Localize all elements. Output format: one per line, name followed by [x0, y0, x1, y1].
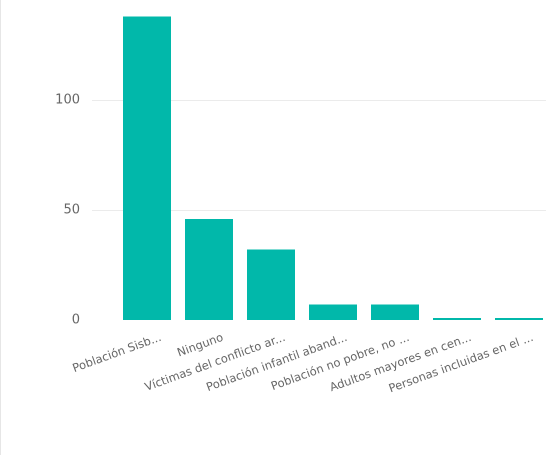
bar[interactable] — [123, 16, 171, 321]
bar[interactable] — [309, 304, 357, 320]
bar[interactable] — [495, 317, 543, 320]
bar[interactable] — [247, 249, 295, 320]
x-tick-label: Población Sisb... — [71, 330, 164, 375]
y-tick-label: 100 — [55, 93, 80, 108]
bar[interactable] — [371, 304, 419, 320]
y-axis: 0 50 100 — [55, 93, 80, 328]
bar[interactable] — [185, 218, 233, 320]
bar[interactable] — [433, 317, 481, 320]
y-tick-label: 50 — [63, 203, 80, 218]
bars — [123, 16, 543, 321]
y-tick-label: 0 — [72, 313, 80, 328]
